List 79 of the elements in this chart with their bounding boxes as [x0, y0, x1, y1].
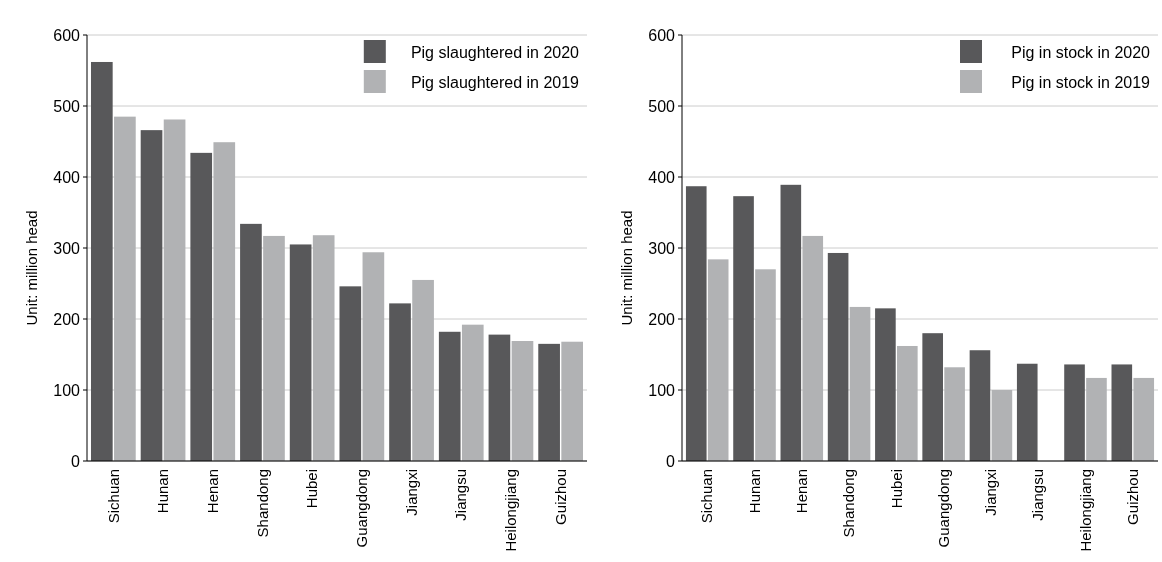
bar — [922, 333, 943, 461]
bar — [802, 235, 824, 461]
y-tick-label: 500 — [648, 97, 676, 115]
bar — [538, 343, 560, 461]
x-tick-label: Henan — [793, 469, 811, 514]
y-tick-label: 600 — [53, 26, 81, 44]
bar — [488, 334, 511, 461]
x-tick-label: Sichuan — [104, 469, 122, 524]
y-tick-label: 100 — [53, 381, 81, 399]
bar — [780, 184, 802, 461]
bar — [438, 331, 461, 461]
x-tick-label: Jiangxi — [402, 469, 420, 516]
y-tick-label: 400 — [648, 168, 676, 186]
x-tick-label: Shandong — [840, 469, 858, 538]
y-tick-label: 600 — [648, 26, 676, 44]
bar — [190, 152, 213, 461]
bar — [140, 130, 163, 461]
bar — [707, 259, 729, 461]
y-tick-label: 400 — [53, 168, 81, 186]
x-tick-label: Heilongjiang — [502, 469, 520, 552]
bar — [339, 286, 362, 461]
bar — [90, 61, 113, 461]
x-tick-label: Guizhou — [1124, 469, 1142, 525]
x-tick-label: Guizhou — [551, 469, 569, 525]
bar — [511, 341, 534, 461]
y-tick-label: 200 — [648, 310, 676, 328]
x-tick-label: Shandong — [253, 469, 271, 538]
y-tick-label: 0 — [666, 452, 676, 470]
bar — [1016, 363, 1038, 461]
y-tick-label: 0 — [71, 452, 81, 470]
bar — [263, 235, 285, 461]
bar — [1111, 364, 1133, 461]
bar — [875, 308, 896, 461]
x-tick-label: Hunan — [154, 469, 172, 514]
y-tick-label: 200 — [53, 310, 81, 328]
y-tick-label: 300 — [648, 239, 676, 257]
y-tick-label: 300 — [53, 239, 81, 257]
bar — [114, 116, 136, 461]
bar — [312, 235, 335, 461]
legend-label: Pig in stock in 2020 — [1011, 43, 1151, 61]
x-tick-label: Hubei — [303, 469, 321, 509]
x-tick-label: Guangdong — [934, 469, 952, 548]
legend-label: Pig slaughtered in 2020 — [410, 43, 580, 61]
bar — [213, 142, 236, 461]
bar — [362, 252, 385, 461]
bar — [969, 350, 991, 461]
bar — [733, 196, 754, 461]
x-tick-label: Hubei — [887, 469, 905, 509]
legend-label: Pig in stock in 2019 — [1011, 73, 1151, 91]
x-tick-label: Guangdong — [353, 469, 371, 548]
bar — [897, 345, 918, 461]
y-axis-title: Unit: million head — [23, 210, 40, 326]
bar — [991, 390, 1013, 461]
bar — [412, 279, 434, 461]
x-tick-label: Henan — [204, 469, 221, 514]
x-tick-label: Jiangsu — [452, 469, 470, 521]
x-tick-label: Heilongjiang — [1076, 469, 1094, 552]
bar — [1133, 377, 1155, 461]
bar — [1086, 377, 1107, 461]
bar — [461, 324, 484, 461]
bar — [389, 303, 411, 461]
bar — [755, 269, 776, 461]
bar — [240, 223, 262, 461]
bar — [944, 367, 965, 461]
bar — [289, 244, 312, 461]
bar — [849, 306, 871, 461]
bar — [561, 341, 584, 461]
y-tick-label: 100 — [648, 381, 676, 399]
bar — [685, 186, 707, 461]
x-tick-label: Jiangsu — [1029, 469, 1047, 521]
x-tick-label: Sichuan — [698, 469, 716, 524]
bar — [163, 119, 186, 461]
bar — [827, 252, 849, 461]
legend-label: Pig slaughtered in 2019 — [410, 73, 580, 91]
x-tick-label: Jiangxi — [982, 469, 1000, 516]
y-tick-label: 500 — [53, 97, 81, 115]
y-axis-title: Unit: million head — [618, 210, 635, 326]
bar — [1064, 364, 1085, 461]
x-tick-label: Hunan — [745, 469, 763, 514]
